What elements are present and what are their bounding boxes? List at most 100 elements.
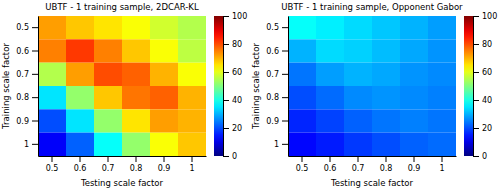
cell: [400, 86, 428, 109]
cell: [400, 109, 428, 132]
cell: [94, 109, 122, 132]
tick-mark: [282, 144, 288, 145]
tick: 20: [223, 124, 242, 133]
tick: 40: [223, 96, 242, 105]
axis-line: [289, 156, 457, 157]
cell: [178, 109, 206, 132]
tick-mark: [32, 144, 38, 145]
cell: [66, 16, 94, 39]
tick: 0.8: [266, 93, 288, 102]
cell: [94, 39, 122, 62]
cell: [344, 39, 372, 62]
tick-label: 0.6: [16, 47, 29, 56]
cell: [66, 86, 94, 109]
cell: [372, 133, 400, 156]
tick: 100: [223, 12, 247, 21]
x-label: Testing scale factor: [330, 178, 414, 188]
y-label: Training scale factor: [251, 43, 261, 130]
tick-mark: [223, 72, 229, 73]
cell: [150, 86, 178, 109]
tick-mark: [282, 51, 288, 52]
tick-mark: [414, 156, 415, 162]
tick-label: 0.8: [266, 93, 279, 102]
tick: 80: [473, 40, 492, 49]
cell: [66, 39, 94, 62]
cell: [372, 109, 400, 132]
tick-mark: [473, 100, 479, 101]
cell: [122, 109, 150, 132]
y-axis: 0.50.60.70.80.91: [266, 17, 288, 157]
cell: [428, 133, 456, 156]
tick-mark: [32, 121, 38, 122]
tick-label: 0.9: [266, 117, 279, 126]
tick: 0.8: [380, 156, 393, 173]
cell: [38, 16, 66, 39]
tick-label: 0.5: [46, 164, 59, 173]
cell: [372, 16, 400, 39]
tick-mark: [223, 44, 229, 45]
tick: 0.7: [16, 70, 38, 79]
cell: [94, 133, 122, 156]
tick: 0.9: [408, 156, 421, 173]
tick-label: 0.6: [266, 47, 279, 56]
cell: [94, 16, 122, 39]
tick-mark: [473, 156, 479, 157]
axis-line: [39, 156, 207, 157]
tick: 60: [473, 68, 492, 77]
tick-mark: [32, 74, 38, 75]
tick-label: 0.9: [16, 117, 29, 126]
tick-label: 0.8: [16, 93, 29, 102]
tick-mark: [358, 156, 359, 162]
tick-label: 1: [24, 140, 29, 149]
cell: [344, 86, 372, 109]
tick: 0.9: [158, 156, 171, 173]
tick-label: 0.5: [16, 23, 29, 32]
cell: [400, 39, 428, 62]
cells: [288, 16, 456, 156]
tick-label: 0.9: [408, 164, 421, 173]
cell: [400, 133, 428, 156]
tick-mark: [473, 16, 479, 17]
x-label: Testing scale factor: [80, 178, 164, 188]
cell: [428, 39, 456, 62]
tick-mark: [192, 156, 193, 162]
cell: [150, 16, 178, 39]
tick-mark: [330, 156, 331, 162]
tick: 1: [439, 156, 444, 173]
cell: [38, 63, 66, 86]
cell: [344, 16, 372, 39]
tick-mark: [108, 156, 109, 162]
cell: [428, 63, 456, 86]
tick-mark: [52, 156, 53, 162]
tick: 1: [24, 140, 38, 149]
tick-label: 0.6: [74, 164, 87, 173]
tick-label: 0.9: [158, 164, 171, 173]
cell: [122, 39, 150, 62]
cell: [150, 133, 178, 156]
tick-mark: [442, 156, 443, 162]
cell: [150, 39, 178, 62]
tick-label: 1: [274, 140, 279, 149]
tick-label: 0.5: [296, 164, 309, 173]
tick-mark: [80, 156, 81, 162]
tick: 0.8: [130, 156, 143, 173]
cell: [178, 16, 206, 39]
tick-label: 0.7: [266, 70, 279, 79]
tick-label: 60: [482, 68, 492, 77]
tick-mark: [223, 100, 229, 101]
cell: [372, 63, 400, 86]
tick: 0.7: [102, 156, 115, 173]
tick: 100: [473, 12, 497, 21]
cell: [344, 133, 372, 156]
cell: [428, 86, 456, 109]
cell: [122, 133, 150, 156]
cell: [316, 86, 344, 109]
cell: [178, 39, 206, 62]
cell: [288, 63, 316, 86]
cell: [288, 16, 316, 39]
cell: [178, 133, 206, 156]
tick-mark: [32, 27, 38, 28]
panel: 0.50.60.70.80.910.50.60.70.80.9102040608…: [1, 2, 247, 188]
cell: [344, 63, 372, 86]
cell: [38, 133, 66, 156]
